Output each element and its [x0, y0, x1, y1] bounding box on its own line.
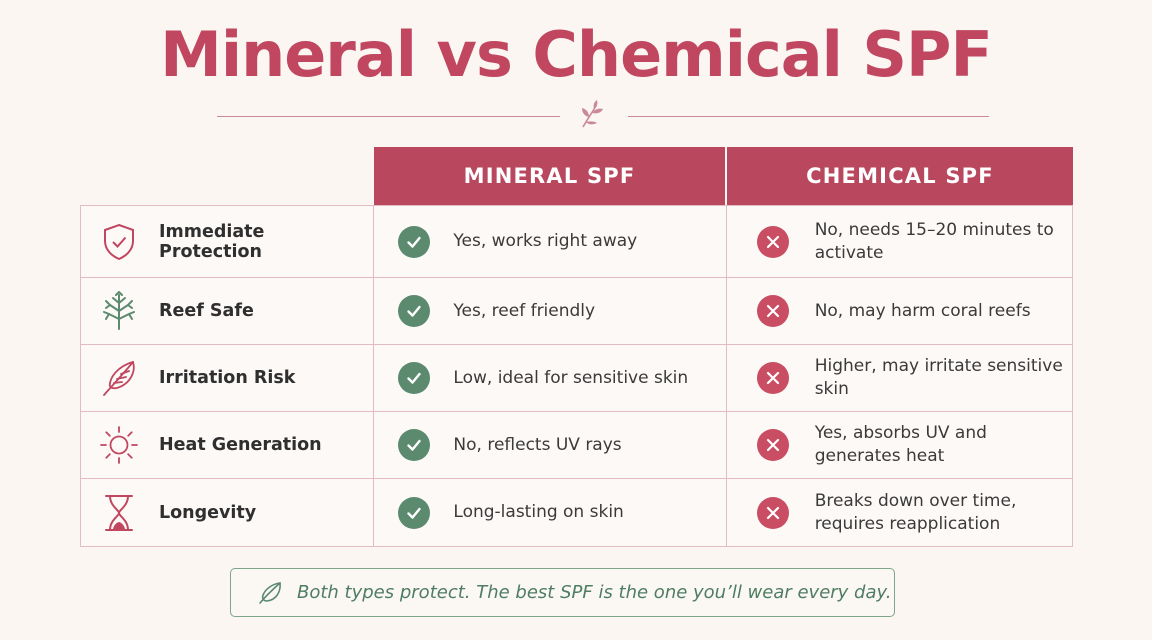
cross-icon: [756, 225, 789, 258]
chemical-cell: No, needs 15–20 minutes to activate: [727, 206, 1072, 277]
table-row: Longevity Long-lasting on skin Breaks do…: [81, 479, 1072, 546]
chemical-cell: Breaks down over time, requires reapplic…: [727, 479, 1072, 546]
check-icon: [398, 225, 431, 258]
feature-cell: Immediate Protection: [81, 206, 375, 277]
title-divider-left: [217, 116, 560, 117]
coral-icon: [99, 291, 139, 331]
chemical-value: Yes, absorbs UV and generates heat: [814, 423, 987, 466]
shield-check-icon: [99, 222, 139, 262]
feature-label: Reef Safe: [159, 301, 254, 321]
feature-cell: Heat Generation: [81, 412, 375, 478]
table-row: Irritation Risk Low, ideal for sensitive…: [81, 345, 1072, 412]
chemical-value: Higher, may irritate sensitive skin: [814, 356, 1063, 399]
feature-cell: Longevity: [81, 479, 375, 546]
sun-icon: [99, 425, 139, 465]
mineral-value: No, reflects UV rays: [453, 434, 622, 455]
feature-label: Immediate Protection: [159, 221, 265, 262]
table-header: MINERAL SPF CHEMICAL SPF: [374, 147, 1073, 205]
chemical-cell: Higher, may irritate sensitive skin: [727, 345, 1072, 411]
feature-label: Irritation Risk: [159, 368, 296, 388]
feature-label: Heat Generation: [159, 435, 322, 455]
table-row: Immediate Protection Yes, works right aw…: [81, 206, 1072, 278]
column-header-chemical: CHEMICAL SPF: [727, 147, 1073, 205]
check-icon: [398, 496, 431, 529]
hourglass-icon: [99, 493, 139, 533]
chemical-value: No, needs 15–20 minutes to activate: [814, 219, 1054, 263]
footer-note: Both types protect. The best SPF is the …: [230, 568, 895, 617]
column-header-mineral: MINERAL SPF: [374, 147, 727, 205]
table-body: Immediate Protection Yes, works right aw…: [80, 205, 1073, 547]
mineral-cell: Yes, reef friendly: [374, 278, 727, 344]
mineral-cell: No, reflects UV rays: [374, 412, 727, 478]
chemical-cell: No, may harm coral reefs: [727, 278, 1072, 344]
table-row: Heat Generation No, reflects UV rays Yes…: [81, 412, 1072, 479]
sprig-icon: [582, 100, 603, 128]
title-divider-right: [628, 116, 989, 117]
mineral-cell: Low, ideal for sensitive skin: [374, 345, 727, 411]
mineral-value: Low, ideal for sensitive skin: [453, 367, 689, 388]
check-icon: [398, 429, 431, 461]
chemical-value: Breaks down over time, requires reapplic…: [814, 490, 1017, 534]
cross-icon: [756, 429, 789, 461]
check-icon: [398, 295, 431, 327]
chemical-cell: Yes, absorbs UV and generates heat: [727, 412, 1072, 478]
mineral-value: Yes, works right away: [453, 231, 638, 251]
leaf-icon: [257, 580, 283, 606]
cross-icon: [756, 496, 789, 529]
feather-icon: [99, 358, 139, 398]
mineral-cell: Yes, works right away: [374, 206, 727, 277]
table-row: Reef Safe Yes, reef friendly No, may har…: [81, 278, 1072, 345]
mineral-value: Yes, reef friendly: [453, 300, 596, 321]
mineral-value: Long-lasting on skin: [453, 502, 624, 522]
feature-cell: Reef Safe: [81, 278, 375, 344]
note-text: Both types protect. The best SPF is the …: [297, 582, 892, 603]
feature-cell: Irritation Risk: [81, 345, 375, 411]
cross-icon: [756, 295, 789, 327]
feature-label: Longevity: [159, 502, 257, 523]
check-icon: [398, 362, 431, 394]
chemical-value: No, may harm coral reefs: [814, 300, 1031, 321]
page-title: Mineral vs Chemical SPF: [160, 18, 993, 91]
cross-icon: [756, 362, 789, 394]
mineral-cell: Long-lasting on skin: [374, 479, 727, 546]
